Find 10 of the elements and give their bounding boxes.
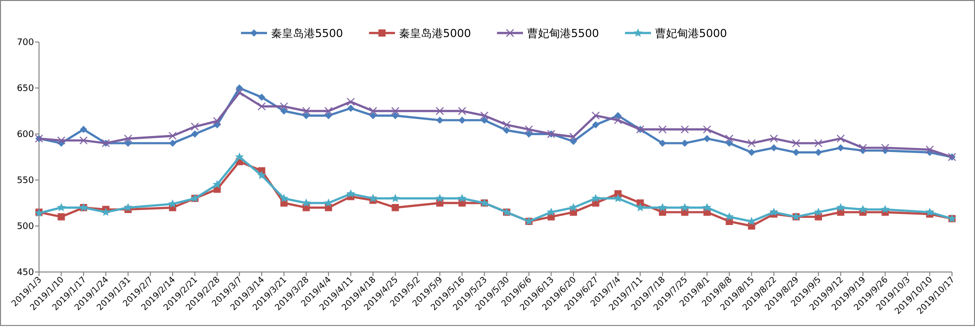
y-tick-label: 600 bbox=[16, 130, 34, 140]
y-tick-label: 450 bbox=[16, 268, 34, 278]
legend-label: 曹妃甸港5500 bbox=[527, 26, 599, 40]
legend-label: 秦皇岛港5000 bbox=[399, 26, 471, 40]
legend-label: 秦皇岛港5500 bbox=[271, 26, 343, 40]
y-tick-label: 550 bbox=[16, 176, 34, 186]
y-tick-label: 500 bbox=[16, 222, 34, 232]
legend-label: 曹妃甸港5000 bbox=[655, 26, 727, 40]
y-tick-label: 650 bbox=[16, 84, 34, 94]
y-tick-label: 700 bbox=[16, 38, 34, 48]
